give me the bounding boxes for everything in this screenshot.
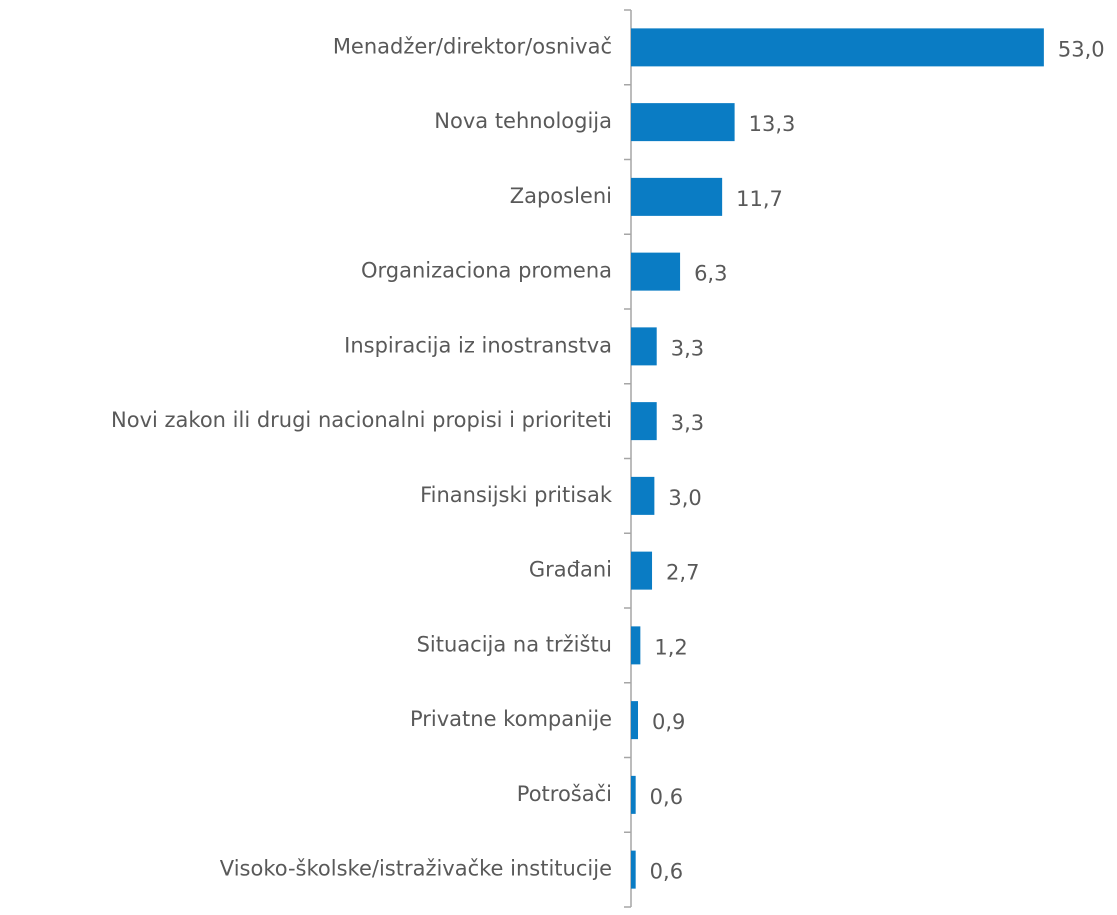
bar: [631, 850, 636, 889]
value-label: 0,9: [652, 710, 685, 734]
value-label: 53,0: [1058, 37, 1105, 61]
category-label: Finansijski pritisak: [420, 483, 613, 507]
value-label: 11,7: [736, 187, 783, 211]
value-label: 0,6: [650, 860, 683, 884]
category-label: Organizaciona promena: [361, 259, 612, 283]
bar: [631, 476, 655, 515]
value-label: 1,2: [654, 635, 687, 659]
bar: [631, 402, 657, 441]
bar: [631, 28, 1044, 67]
value-label: 3,3: [671, 411, 704, 435]
category-label: Privatne kompanije: [410, 707, 612, 731]
bar: [631, 177, 723, 216]
value-label: 0,6: [650, 785, 683, 809]
value-label: 13,3: [749, 112, 796, 136]
bar: [631, 252, 681, 291]
value-label: 2,7: [666, 561, 699, 585]
category-label: Potrošači: [517, 782, 612, 806]
bar: [631, 103, 735, 142]
value-label: 6,3: [694, 262, 727, 286]
category-label: Inspiracija iz inostranstva: [344, 333, 612, 357]
category-label: Visoko-školske/istraživačke institucije: [220, 857, 612, 881]
category-label: Novi zakon ili drugi nacionalni propisi …: [111, 408, 612, 432]
bar: [631, 551, 653, 590]
category-label: Menadžer/direktor/osnivač: [333, 34, 612, 58]
category-label: Nova tehnologija: [434, 109, 612, 133]
value-label: 3,0: [668, 486, 701, 510]
category-label: Situacija na tržištu: [417, 632, 612, 656]
bar: [631, 626, 641, 665]
bar: [631, 327, 657, 366]
value-label: 3,3: [671, 336, 704, 360]
category-label: Građani: [529, 558, 612, 582]
category-label: Zaposleni: [510, 184, 612, 208]
bar: [631, 775, 636, 814]
bar: [631, 701, 639, 740]
